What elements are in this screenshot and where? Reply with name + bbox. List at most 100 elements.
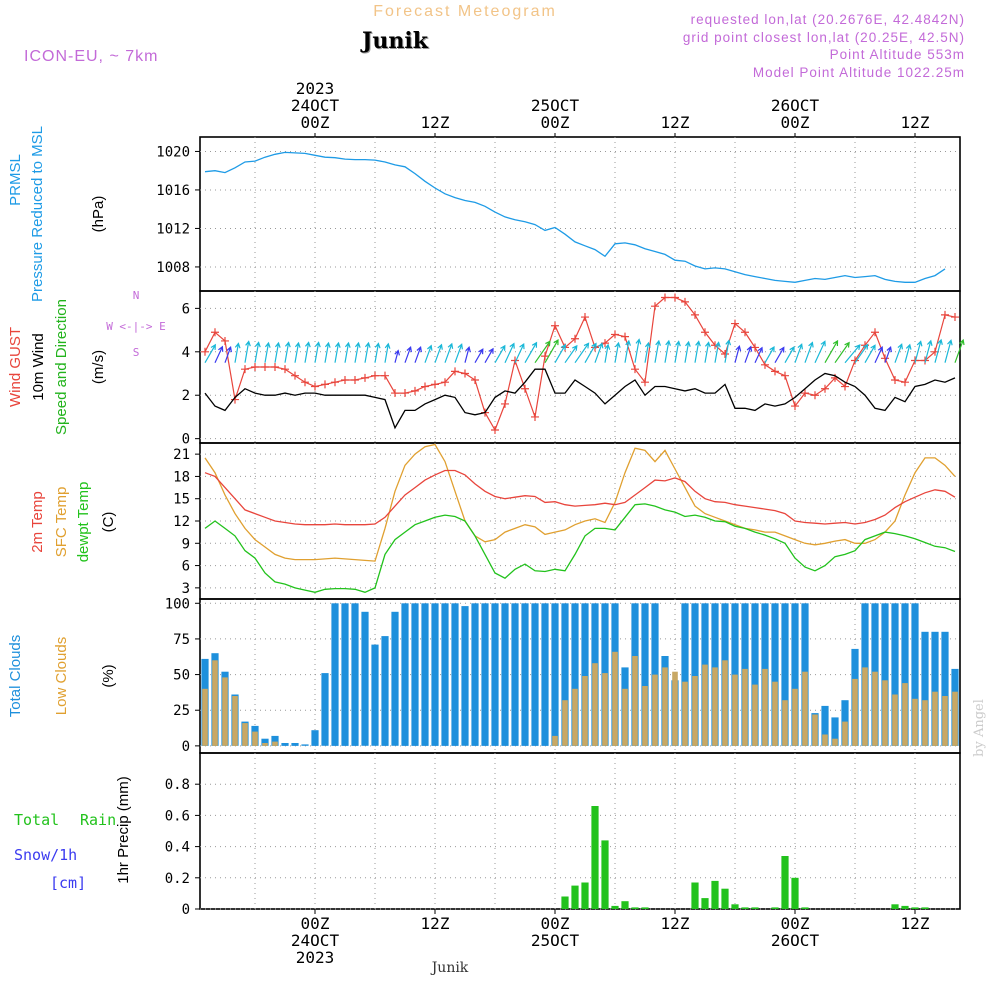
total-cloud-bar: [781, 603, 789, 746]
wind-label-unit: (m/s): [90, 350, 107, 384]
y-tick-label: 1012: [156, 221, 190, 237]
gust-marker: [391, 389, 399, 398]
wind-direction-arrow: [574, 342, 590, 364]
y-tick-label: 4: [182, 345, 190, 361]
total-cloud-bar: [571, 603, 579, 746]
total-cloud-bar: [891, 603, 899, 746]
wind-direction-arrow: [684, 340, 691, 363]
low-cloud-bar: [572, 688, 578, 746]
y-tick-label: 18: [173, 469, 190, 485]
gust-marker: [401, 389, 409, 398]
y-tick-label: 12: [173, 514, 190, 530]
gust-marker: [661, 293, 669, 302]
total-cloud-bar: [641, 603, 649, 746]
wind-label-10m: 10m Wind: [30, 333, 47, 401]
wind-direction-arrow: [754, 346, 763, 363]
wind-direction-arrow: [524, 341, 538, 363]
low-cloud-bar: [882, 680, 888, 746]
total-cloud-bar: [561, 603, 569, 746]
gust-marker: [311, 382, 319, 391]
low-cloud-bar: [932, 691, 938, 746]
y-tick-label: 1008: [156, 260, 190, 276]
y-tick-label: 6: [182, 559, 190, 575]
y-tick-label: 1016: [156, 183, 190, 199]
compass-n: N: [133, 289, 140, 302]
total-cloud-bar: [831, 717, 839, 746]
gust-marker: [721, 349, 729, 358]
total-cloud-bar: [931, 631, 939, 746]
wind-direction-arrow: [824, 339, 839, 363]
total-cloud-bar: [471, 603, 479, 746]
bottom-time-label: 24OCT: [291, 931, 340, 950]
precip-panel: 0 0.2 0.4 0.6 0.8: [165, 752, 961, 918]
total-cloud-bar: [511, 603, 519, 746]
wind-direction-arrow: [374, 342, 381, 363]
low-cloud-bar: [872, 671, 878, 746]
total-cloud-bar: [421, 603, 429, 746]
pressure-label-msl: Pressure Reduced to MSL: [29, 126, 46, 302]
rain-bar: [601, 840, 609, 909]
gust-marker: [351, 376, 359, 385]
top-time-label: 12Z: [661, 113, 690, 132]
temp2m-line: [204, 469, 956, 526]
total-cloud-bar: [581, 603, 589, 746]
wind-direction-arrow: [464, 345, 471, 363]
pressure-label-prmsl: PRMSL: [7, 154, 24, 206]
total-cloud-bar: [901, 603, 909, 746]
gust-marker: [951, 313, 959, 322]
wind-direction-arrow: [234, 342, 241, 363]
wind-direction-arrow: [874, 346, 884, 363]
total-cloud-bar: [881, 603, 889, 746]
wind-direction-arrow: [284, 341, 291, 363]
precip-label-snow: Snow/1h: [14, 846, 77, 864]
gust-marker: [891, 376, 899, 385]
y-tick-label: 9: [182, 536, 190, 552]
low-cloud-bar: [202, 688, 208, 746]
wind-direction-arrow: [294, 341, 301, 363]
gust-marker: [671, 293, 679, 302]
wind-direction-arrow: [224, 346, 232, 363]
low-cloud-bar: [222, 677, 228, 746]
low-cloud-bar: [952, 691, 958, 746]
wind-direction-arrow: [914, 340, 923, 363]
rain-bar: [791, 877, 799, 909]
clouds-label-unit: (%): [100, 664, 117, 687]
top-title: Forecast Meteogram: [373, 3, 557, 20]
gust-marker: [611, 330, 619, 339]
low-cloud-bar: [732, 674, 738, 746]
y-tick-label: 3: [182, 581, 190, 597]
y-tick-label: 100: [165, 596, 190, 612]
temp-label-sfc: SFC Temp: [53, 487, 70, 558]
wind-direction-arrow: [814, 340, 826, 363]
gust-marker: [261, 363, 269, 371]
wind-direction-arrow: [714, 341, 721, 363]
wind-direction-arrow: [534, 340, 551, 364]
wind-direction-arrow: [384, 342, 391, 363]
gust-marker: [841, 382, 849, 391]
top-time-label: 24OCT: [291, 96, 340, 115]
gust-marker: [651, 302, 659, 311]
top-time-label: 00Z: [781, 113, 810, 132]
rain-bar: [571, 885, 579, 909]
rain-bar: [691, 882, 699, 909]
gust-marker: [531, 412, 539, 421]
wind-direction-arrow: [274, 341, 281, 363]
gust-marker: [341, 376, 349, 385]
gust-marker: [641, 378, 649, 387]
gust-marker: [281, 365, 289, 374]
bottom-time-label: 25OCT: [531, 931, 580, 950]
low-cloud-bar: [912, 698, 918, 746]
total-cloud-bar: [521, 603, 529, 746]
total-cloud-bar: [381, 636, 389, 746]
wind-direction-arrow: [504, 342, 515, 363]
gust-marker: [501, 399, 509, 408]
y-tick-label: 50: [173, 668, 190, 684]
total-cloud-bar: [321, 673, 329, 746]
gust-marker: [511, 356, 519, 365]
location-title: Junik: [360, 28, 429, 54]
wind-direction-arrow: [484, 347, 494, 363]
compass-we: W <-|-> E: [106, 320, 166, 333]
rain-bar: [621, 901, 629, 909]
total-cloud-bar: [451, 603, 459, 746]
wind-direction-arrow: [614, 341, 621, 363]
